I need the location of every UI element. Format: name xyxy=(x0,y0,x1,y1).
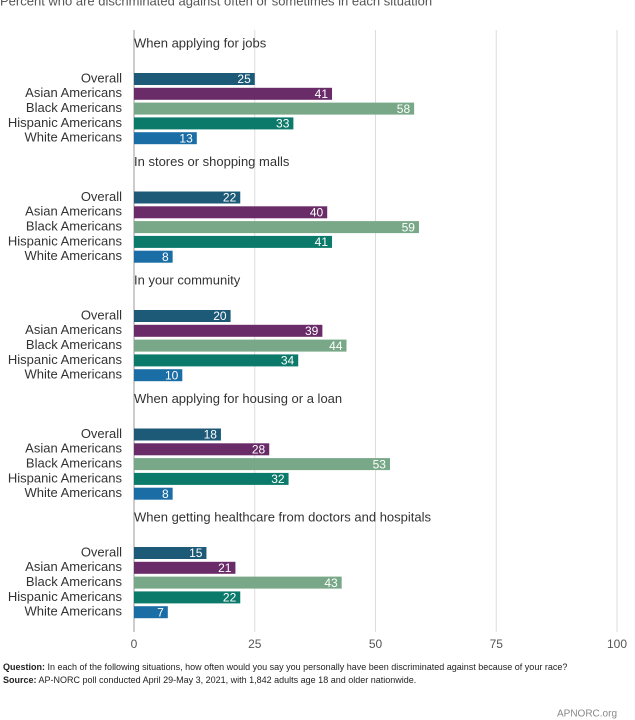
bar xyxy=(134,117,294,130)
category-label: Asian Americans xyxy=(25,85,122,100)
category-label: Asian Americans xyxy=(25,441,122,456)
x-tick-label: 0 xyxy=(131,637,138,651)
bar xyxy=(134,547,207,559)
value-label: 7 xyxy=(157,605,164,619)
value-label: 58 xyxy=(397,102,411,116)
bar xyxy=(134,354,299,367)
bar xyxy=(134,428,221,441)
bar xyxy=(134,606,168,619)
category-label: Black Americans xyxy=(26,456,123,471)
x-tick-label: 25 xyxy=(248,637,262,651)
bar xyxy=(134,487,173,500)
category-label: Hispanic Americans xyxy=(8,115,123,130)
bar xyxy=(134,339,347,352)
value-label: 53 xyxy=(373,457,387,471)
category-label: Hispanic Americans xyxy=(8,589,123,604)
value-label: 20 xyxy=(213,309,227,323)
value-label: 43 xyxy=(324,576,338,590)
bar xyxy=(134,472,289,485)
category-label: Black Americans xyxy=(26,100,123,115)
group-title: In stores or shopping malls xyxy=(134,154,290,169)
value-label: 18 xyxy=(204,428,218,442)
category-label: Overall xyxy=(81,307,122,322)
value-label: 8 xyxy=(162,250,169,264)
bar xyxy=(134,102,415,115)
category-label: Black Americans xyxy=(26,337,123,352)
bar xyxy=(134,576,342,589)
group-title: When applying for housing or a loan xyxy=(134,391,342,406)
bar xyxy=(134,87,333,100)
category-label: Overall xyxy=(81,544,122,559)
value-label: 41 xyxy=(315,87,329,101)
bar xyxy=(134,458,390,471)
value-label: 21 xyxy=(218,561,232,575)
value-label: 44 xyxy=(329,339,343,353)
bar xyxy=(134,132,197,145)
bar xyxy=(134,73,255,85)
value-label: 8 xyxy=(162,487,169,501)
value-label: 33 xyxy=(276,117,290,131)
footer: APNORC.org xyxy=(557,709,617,720)
value-label: 15 xyxy=(189,546,203,560)
category-label: Asian Americans xyxy=(25,559,122,574)
value-label: 32 xyxy=(271,472,285,486)
note-label: Source: xyxy=(3,675,37,685)
value-label: 39 xyxy=(305,324,319,338)
value-label: 59 xyxy=(402,220,416,234)
x-tick-label: 50 xyxy=(369,637,383,651)
value-label: 40 xyxy=(310,205,324,219)
category-label: Asian Americans xyxy=(25,204,122,219)
group-title: When getting healthcare from doctors and… xyxy=(134,509,432,524)
bar xyxy=(134,206,328,219)
value-label: 10 xyxy=(165,368,179,382)
note-label: Question: xyxy=(3,662,45,672)
category-label: Overall xyxy=(81,426,122,441)
bar xyxy=(134,221,419,234)
bar xyxy=(134,250,173,263)
category-label: Black Americans xyxy=(26,574,123,589)
value-label: 28 xyxy=(252,442,266,456)
value-label: 13 xyxy=(179,131,193,145)
group-title: When applying for jobs xyxy=(134,35,267,50)
bar xyxy=(134,324,323,337)
bar xyxy=(134,561,236,574)
bar xyxy=(134,310,231,322)
note-text: AP-NORC poll conducted April 29-May 3, 2… xyxy=(39,675,417,685)
category-label: Asian Americans xyxy=(25,322,122,337)
category-label: White Americans xyxy=(24,604,122,619)
value-label: 25 xyxy=(237,72,251,86)
bar xyxy=(134,235,333,248)
category-label: Black Americans xyxy=(26,219,123,234)
bar xyxy=(134,369,183,382)
bar xyxy=(134,191,241,204)
bar xyxy=(134,591,241,604)
category-label: Overall xyxy=(81,189,122,204)
x-tick-label: 100 xyxy=(607,637,627,651)
note-text: In each of the following situations, how… xyxy=(48,662,568,672)
category-label: White Americans xyxy=(24,485,122,500)
category-label: White Americans xyxy=(24,367,122,382)
group-title: In your community xyxy=(134,272,241,287)
category-label: White Americans xyxy=(24,130,122,145)
category-label: Hispanic Americans xyxy=(8,233,123,248)
category-label: Hispanic Americans xyxy=(8,470,123,485)
value-label: 41 xyxy=(315,235,329,249)
category-label: Overall xyxy=(81,70,122,85)
bar xyxy=(134,443,270,456)
note: Source: AP-NORC poll conducted April 29-… xyxy=(3,675,416,685)
value-label: 34 xyxy=(281,354,295,368)
category-label: White Americans xyxy=(24,248,122,263)
value-label: 22 xyxy=(223,191,237,205)
value-label: 22 xyxy=(223,591,237,605)
category-label: Hispanic Americans xyxy=(8,352,123,367)
x-tick-label: 75 xyxy=(490,637,504,651)
chart-subtitle: Percent who are discriminated against of… xyxy=(0,0,432,8)
note: Question: In each of the following situa… xyxy=(3,662,567,672)
